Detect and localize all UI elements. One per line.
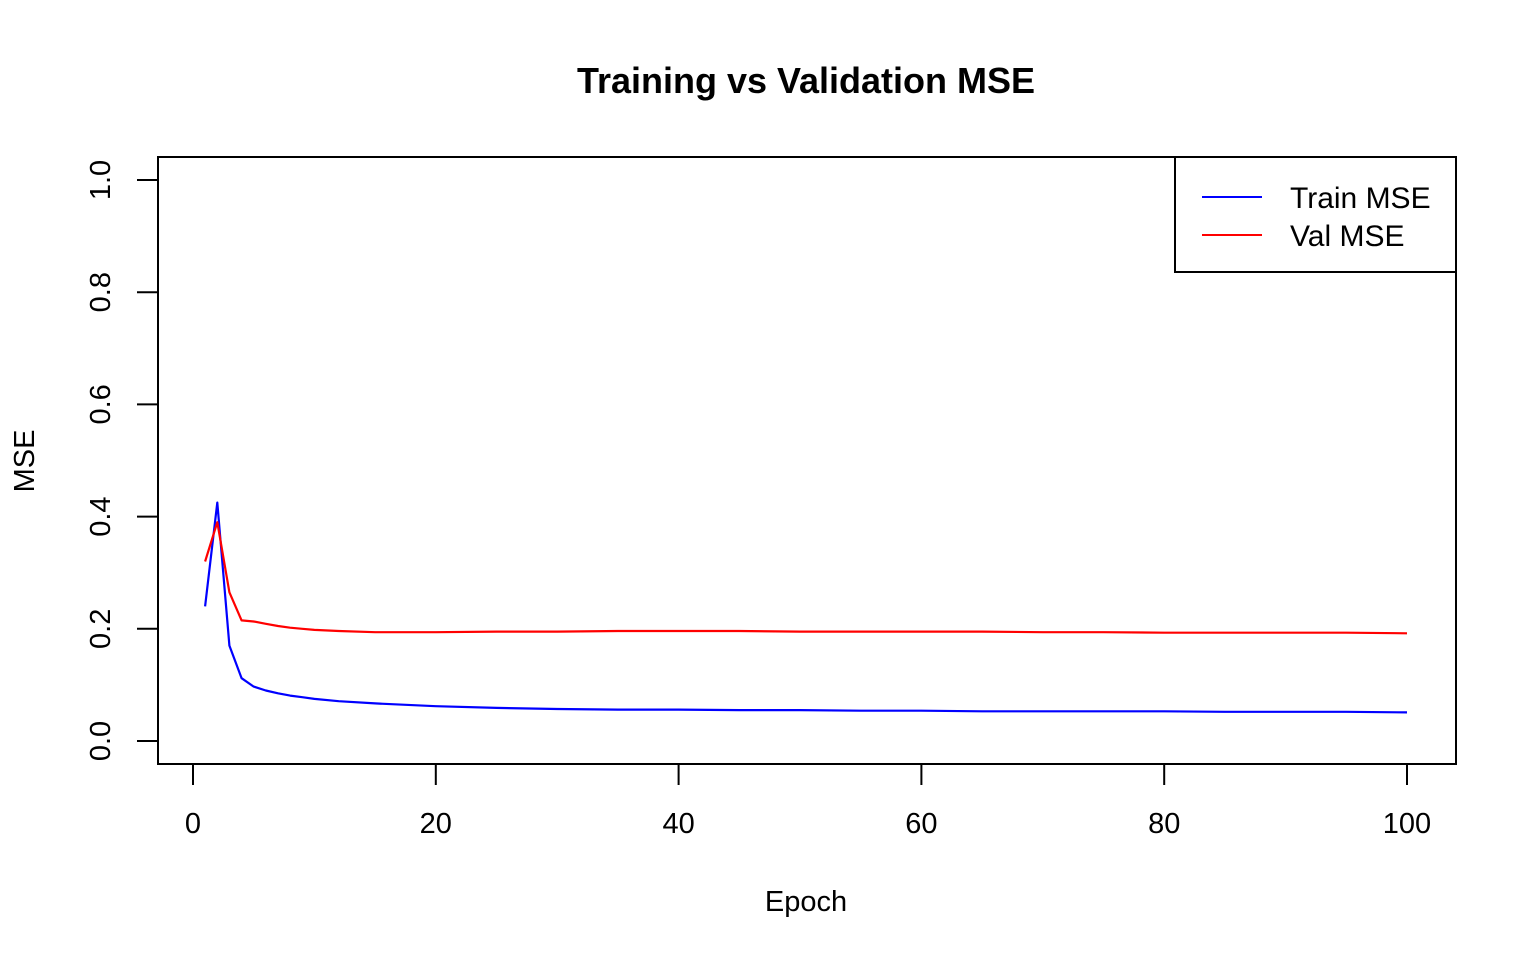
y-tick-label: 0.0 [85,721,117,761]
y-tick-label: 0.4 [85,496,117,536]
y-tick-label: 0.6 [85,384,117,424]
series-line-train-mse [204,501,1408,714]
series-line-val-mse [204,521,1408,635]
x-tick-label: 20 [420,808,452,840]
legend-box [1174,156,1457,273]
y-axis: 0.0 0.2 0.4 0.6 0.8 1.0 [85,160,159,761]
x-tick-label: 40 [662,808,694,840]
y-tick-label: 1.0 [85,160,117,200]
legend-label-val-mse: Val MSE [1290,220,1404,253]
y-axis-label: MSE [9,430,41,493]
legend: Train MSE Val MSE [1174,156,1457,273]
x-tick-label: 0 [185,808,201,840]
y-tick-label: 0.2 [85,609,117,649]
legend-label-train-mse: Train MSE [1290,182,1431,215]
x-tick-label: 80 [1148,808,1180,840]
y-tick-label: 0.8 [85,272,117,312]
x-tick-label: 60 [905,808,937,840]
chart-title: Training vs Validation MSE [577,60,1035,101]
legend-items: Train MSE Val MSE [1202,182,1431,253]
series-layer [204,501,1408,714]
x-tick-label: 100 [1383,808,1431,840]
x-axis: 0 20 40 60 80 100 [185,763,1431,840]
x-axis-label: Epoch [765,886,847,918]
